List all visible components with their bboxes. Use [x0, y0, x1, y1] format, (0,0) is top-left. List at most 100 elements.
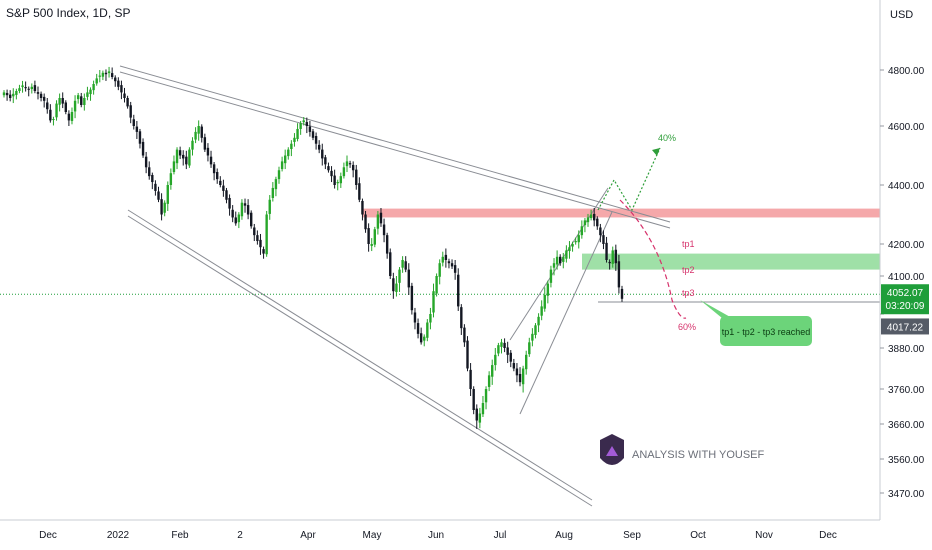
candle-body — [426, 322, 429, 338]
candle — [559, 254, 562, 266]
candle-body — [302, 120, 305, 123]
candle-body — [15, 91, 18, 95]
candle-body — [370, 244, 373, 246]
candle-body — [345, 161, 349, 167]
candle-body — [253, 227, 256, 236]
candle-body — [336, 182, 339, 184]
candle-body — [478, 413, 482, 423]
candle-body — [36, 92, 40, 94]
candle-body — [546, 283, 550, 296]
y-tick-label: 4800.00 — [888, 66, 925, 77]
candle-body — [559, 256, 562, 264]
candle-body — [525, 354, 528, 370]
candle-body — [540, 306, 543, 316]
candle — [577, 230, 580, 249]
channel-lower — [519, 211, 613, 415]
candle — [178, 146, 182, 160]
candle — [18, 84, 21, 94]
candle — [447, 258, 451, 269]
candle-body — [543, 295, 546, 309]
candle-body — [197, 126, 200, 134]
candle-body — [30, 86, 34, 90]
candle-body — [466, 340, 469, 369]
candle-body — [497, 345, 500, 354]
candle — [608, 259, 611, 270]
x-tick-label: Jun — [428, 530, 444, 541]
candle — [435, 273, 438, 297]
candle — [515, 363, 519, 383]
candle-body — [602, 235, 605, 244]
candle — [361, 198, 364, 221]
candle — [67, 110, 71, 126]
candle-body — [382, 224, 386, 236]
candle-body — [475, 408, 478, 421]
candle — [543, 287, 546, 312]
logo: ANALYSIS WITH YOUSEF — [600, 434, 765, 465]
candle-body — [549, 269, 553, 283]
candle — [265, 210, 268, 257]
candle — [24, 81, 27, 92]
candle-body — [135, 126, 139, 132]
x-tick-label: Aug — [555, 530, 573, 541]
candle-body — [12, 93, 15, 97]
candle-body — [435, 276, 438, 294]
candle-body — [250, 212, 253, 227]
candle — [237, 212, 241, 229]
candle-body — [518, 373, 522, 383]
candle — [169, 168, 173, 190]
candle-body — [379, 212, 383, 224]
y-tick-label: 4100.00 — [888, 272, 925, 283]
candle-body — [568, 247, 571, 252]
candle — [565, 245, 568, 263]
candle-body — [46, 102, 49, 110]
candle — [52, 116, 55, 126]
candle — [12, 88, 15, 104]
tp1-label: tp1 — [682, 239, 695, 249]
candle-body — [429, 314, 432, 323]
candle-body — [55, 103, 58, 118]
candle-body — [144, 156, 148, 168]
candle — [385, 232, 389, 259]
candle-body — [240, 202, 244, 217]
candle — [546, 280, 550, 304]
candle-body — [348, 163, 352, 165]
candle — [219, 176, 222, 188]
candle — [419, 327, 423, 345]
tp3-label: tp3 — [682, 288, 695, 298]
candle — [549, 265, 553, 288]
candle-body — [398, 269, 401, 283]
candle — [49, 104, 52, 123]
candle — [355, 164, 358, 190]
candle-body — [58, 98, 61, 105]
candle — [197, 120, 200, 141]
candle — [216, 168, 219, 184]
candle-body — [132, 119, 135, 126]
chart-title: S&P 500 Index, 1D, SP — [6, 6, 131, 20]
candle-body — [114, 77, 117, 82]
candle — [525, 350, 528, 375]
candle-body — [225, 190, 228, 200]
candle — [617, 254, 621, 294]
candle-body — [376, 214, 380, 229]
candle — [537, 313, 540, 333]
candle — [296, 123, 299, 142]
y-tick-label: 4200.00 — [888, 240, 925, 251]
zone-support — [582, 253, 880, 270]
candle — [80, 92, 83, 108]
candle — [70, 107, 74, 125]
x-tick-label: 2 — [237, 530, 243, 541]
candle — [188, 147, 191, 168]
candle-body — [611, 250, 614, 264]
candle — [475, 404, 478, 429]
candle-body — [351, 164, 355, 171]
candle-body — [472, 389, 475, 410]
candle — [95, 73, 98, 86]
candle-body — [438, 263, 441, 277]
candle — [231, 205, 234, 223]
candle — [534, 323, 537, 339]
down-target-label: 60% — [678, 322, 696, 332]
candle — [401, 256, 404, 273]
x-tick-label: Sep — [623, 530, 641, 541]
candle-body — [262, 249, 265, 254]
